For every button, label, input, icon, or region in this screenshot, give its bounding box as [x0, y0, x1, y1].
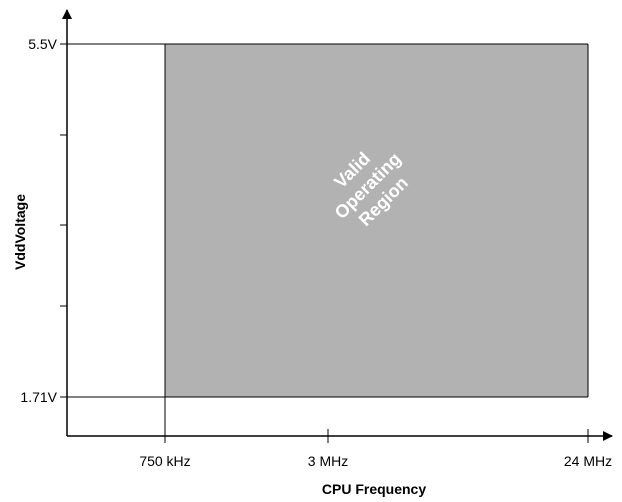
y-axis-title: VddVoltage	[12, 194, 28, 270]
y-minor-ticks	[60, 134, 67, 307]
tick-group: 750 kHz 3 MHz 24 MHz 1.71V 5.5V	[20, 36, 612, 469]
x-axis-title: CPU Frequency	[322, 481, 426, 497]
x-tick-label: 24 MHz	[564, 453, 612, 469]
x-tick-label: 750 kHz	[139, 453, 190, 469]
valid-operating-region	[165, 44, 588, 397]
y-tick-label: 5.5V	[28, 36, 57, 52]
x-tick-label: 3 MHz	[308, 453, 348, 469]
y-tick-label: 1.71V	[20, 389, 57, 405]
